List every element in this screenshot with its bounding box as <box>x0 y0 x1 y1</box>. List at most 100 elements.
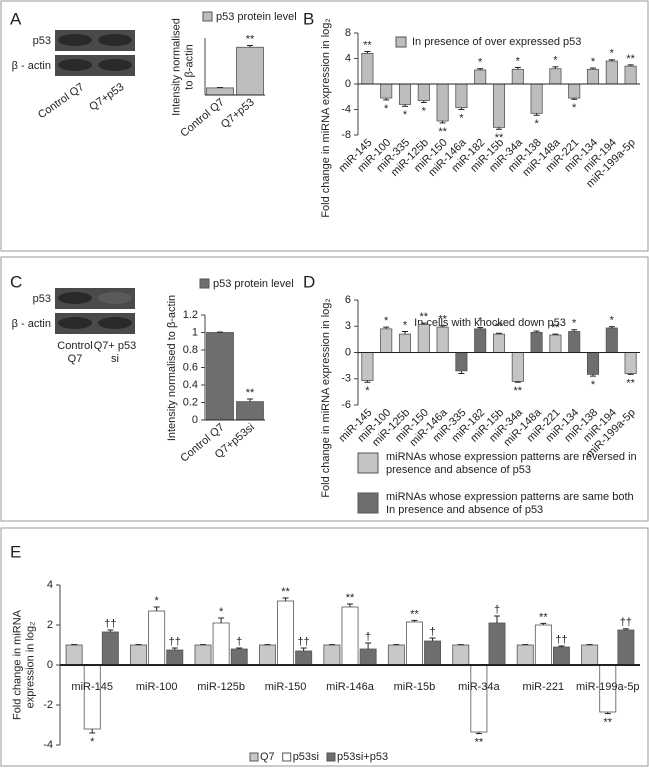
x-tick-label: miR-100 <box>136 681 178 693</box>
x-tick-label: miR-221 <box>523 681 565 693</box>
x-tick-label: miR-34a <box>458 681 500 693</box>
significance-mark: * <box>553 55 558 67</box>
bar <box>148 610 166 666</box>
bar <box>492 333 506 353</box>
legend-label: p53 protein level <box>216 11 297 23</box>
x-tick-label: Q7+p53 <box>219 96 257 131</box>
legend-label-box: miRNAs whose expression patterns are sam… <box>386 491 634 516</box>
blot-row-label: β - actin <box>12 60 51 72</box>
bar <box>417 324 430 353</box>
bar <box>424 640 442 666</box>
significance-mark: ** <box>363 39 372 51</box>
panel-letter: B <box>303 9 314 28</box>
y-tick-label: 0 <box>47 659 53 671</box>
significance-mark: ** <box>495 321 504 333</box>
legend-label: p53 protein level <box>213 278 294 290</box>
x-tick-label: miR-146a <box>326 681 375 693</box>
bar <box>511 68 524 85</box>
bar <box>470 664 488 733</box>
significance-mark: * <box>384 103 389 115</box>
legend-label: In presence of over expressed p53 <box>412 36 581 48</box>
y-axis-label: Fold change in miRNA <box>11 609 23 720</box>
bar <box>530 331 543 353</box>
bar <box>212 622 230 666</box>
blot-spot <box>98 59 132 71</box>
significance-mark: ** <box>246 33 255 45</box>
significance-mark: † <box>365 631 371 643</box>
blot-lane-label: Q7+p53 <box>87 81 126 113</box>
legend-swatch <box>395 36 407 48</box>
significance-mark: ** <box>438 126 447 138</box>
blot-spot <box>98 292 132 304</box>
panel-frame <box>0 527 649 767</box>
y-tick-label: -3 <box>341 373 351 385</box>
bar <box>530 83 543 114</box>
y-tick-label: 0 <box>345 346 351 358</box>
legend-swatch <box>326 752 336 762</box>
bar <box>361 352 374 381</box>
significance-mark: ** <box>475 737 484 749</box>
significance-mark: * <box>534 118 539 130</box>
x-tick-label: miR-125b <box>197 681 245 693</box>
bar <box>398 83 412 105</box>
bar <box>130 644 148 666</box>
blot-lane-label: Control Q7 <box>36 81 86 121</box>
bar <box>534 624 552 666</box>
bar <box>380 83 393 99</box>
y-tick-label: 1 <box>192 326 198 338</box>
bar <box>101 631 119 666</box>
y-tick-label: -8 <box>341 129 351 141</box>
significance-mark: †† <box>298 636 310 648</box>
significance-mark: ** <box>551 322 560 334</box>
significance-mark: * <box>90 736 95 748</box>
bar <box>549 334 562 353</box>
y-tick-label: 0 <box>345 78 351 90</box>
significance-mark: * <box>219 606 224 618</box>
y-tick-label: 6 <box>345 294 351 306</box>
significance-mark: ** <box>626 53 635 65</box>
panel-letter: E <box>10 542 21 561</box>
x-tick-label: miR-150 <box>265 681 307 693</box>
significance-mark: * <box>610 315 615 327</box>
y-tick-label: 3 <box>345 320 351 332</box>
bar <box>359 648 377 666</box>
panel-letter: A <box>10 9 22 28</box>
y-tick-label: -6 <box>341 399 351 411</box>
y-tick-label: -4 <box>43 739 53 751</box>
bar <box>624 65 637 85</box>
y-axis-label: expression in log₂ <box>24 622 36 709</box>
bar <box>258 644 276 666</box>
y-tick-label: -4 <box>341 103 351 115</box>
significance-mark: ** <box>495 132 504 144</box>
panel-frame <box>0 0 649 252</box>
legend-swatch <box>199 278 210 289</box>
significance-mark: ** <box>410 608 419 620</box>
legend-label: p53si <box>293 751 319 763</box>
significance-mark: * <box>384 315 389 327</box>
y-tick-label: 1.2 <box>183 309 198 321</box>
significance-mark: * <box>610 48 615 60</box>
blot-spot <box>98 34 132 46</box>
significance-mark: * <box>478 57 483 69</box>
bar <box>341 606 359 666</box>
bar <box>380 328 393 353</box>
bar <box>516 644 534 666</box>
significance-mark: ** <box>514 385 523 397</box>
legend-swatch <box>249 752 259 762</box>
y-axis-label: Fold change in miRNA expression in log₂ <box>320 298 332 497</box>
bar <box>194 644 212 666</box>
blot-row-label: p53 <box>33 35 51 47</box>
legend-label: Q7 <box>260 751 275 763</box>
y-axis-label: Intensity normalised <box>170 18 182 116</box>
blot-lane-label: Q7+ p53 si <box>93 340 137 365</box>
bar <box>166 649 184 666</box>
bar <box>617 629 635 666</box>
bar <box>568 331 581 353</box>
blot-row-label: β - actin <box>12 318 51 330</box>
legend-label-box: miRNAs whose expression patterns are rev… <box>386 451 637 476</box>
bar <box>236 46 264 96</box>
y-tick-label: 0.6 <box>183 361 198 373</box>
bar <box>586 68 600 85</box>
bar <box>405 621 423 666</box>
